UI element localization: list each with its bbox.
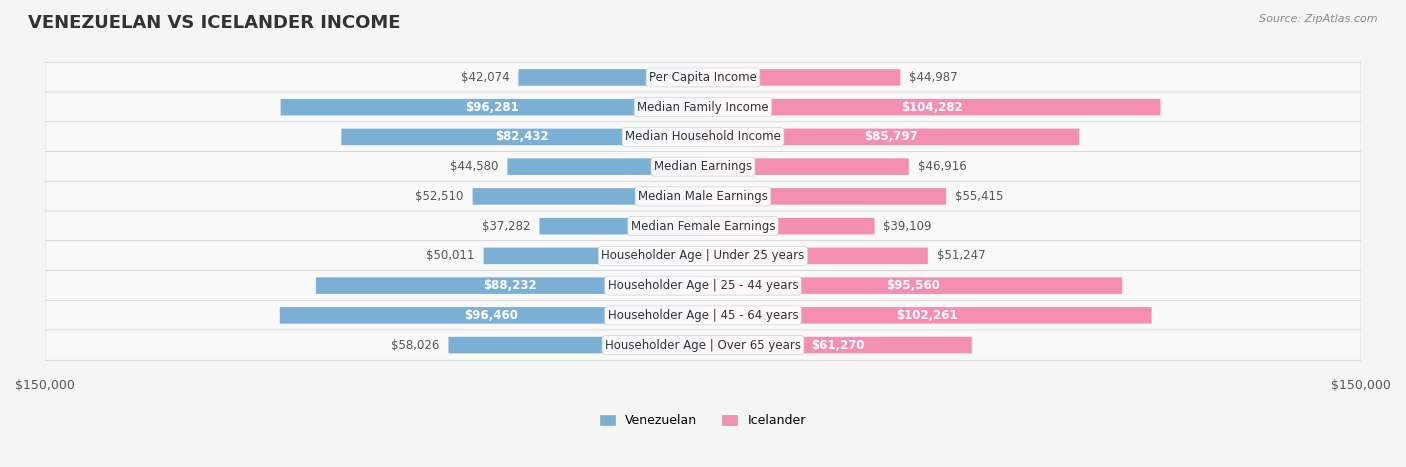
Text: $88,232: $88,232 [482,279,536,292]
FancyBboxPatch shape [703,128,1080,145]
FancyBboxPatch shape [45,211,1361,241]
Text: Householder Age | 45 - 64 years: Householder Age | 45 - 64 years [607,309,799,322]
Text: Median Female Earnings: Median Female Earnings [631,219,775,233]
Text: $42,074: $42,074 [461,71,509,84]
FancyBboxPatch shape [519,69,703,86]
FancyBboxPatch shape [703,188,946,205]
FancyBboxPatch shape [342,128,703,145]
FancyBboxPatch shape [703,99,1160,115]
Text: $95,560: $95,560 [886,279,939,292]
FancyBboxPatch shape [281,99,703,115]
Text: $44,580: $44,580 [450,160,499,173]
FancyBboxPatch shape [45,241,1361,271]
FancyBboxPatch shape [45,300,1361,331]
FancyBboxPatch shape [45,122,1361,152]
Text: $55,415: $55,415 [955,190,1004,203]
FancyBboxPatch shape [484,248,703,264]
Text: Householder Age | 25 - 44 years: Householder Age | 25 - 44 years [607,279,799,292]
Text: Median Family Income: Median Family Income [637,101,769,113]
Text: $52,510: $52,510 [416,190,464,203]
Text: Median Household Income: Median Household Income [626,130,780,143]
FancyBboxPatch shape [508,158,703,175]
Text: $104,282: $104,282 [901,101,963,113]
FancyBboxPatch shape [703,248,928,264]
FancyBboxPatch shape [703,307,1152,324]
Text: $96,460: $96,460 [464,309,519,322]
FancyBboxPatch shape [45,151,1361,182]
Text: Median Male Earnings: Median Male Earnings [638,190,768,203]
FancyBboxPatch shape [45,270,1361,301]
Text: Householder Age | Under 25 years: Householder Age | Under 25 years [602,249,804,262]
FancyBboxPatch shape [540,218,703,234]
FancyBboxPatch shape [703,69,900,86]
Text: $102,261: $102,261 [897,309,957,322]
Text: $37,282: $37,282 [482,219,530,233]
FancyBboxPatch shape [45,62,1361,92]
Legend: Venezuelan, Icelander: Venezuelan, Icelander [600,415,806,427]
Text: $50,011: $50,011 [426,249,475,262]
Text: $58,026: $58,026 [391,339,440,352]
Text: $61,270: $61,270 [811,339,865,352]
FancyBboxPatch shape [703,337,972,354]
Text: Per Capita Income: Per Capita Income [650,71,756,84]
FancyBboxPatch shape [472,188,703,205]
FancyBboxPatch shape [45,181,1361,212]
Text: $82,432: $82,432 [495,130,548,143]
FancyBboxPatch shape [45,330,1361,360]
FancyBboxPatch shape [280,307,703,324]
Text: $85,797: $85,797 [865,130,918,143]
Text: Source: ZipAtlas.com: Source: ZipAtlas.com [1260,14,1378,24]
FancyBboxPatch shape [449,337,703,354]
FancyBboxPatch shape [45,92,1361,122]
Text: $51,247: $51,247 [936,249,986,262]
FancyBboxPatch shape [703,218,875,234]
FancyBboxPatch shape [316,277,703,294]
Text: Median Earnings: Median Earnings [654,160,752,173]
Text: $46,916: $46,916 [918,160,966,173]
Text: Householder Age | Over 65 years: Householder Age | Over 65 years [605,339,801,352]
FancyBboxPatch shape [703,277,1122,294]
Text: $96,281: $96,281 [465,101,519,113]
FancyBboxPatch shape [703,158,908,175]
Text: $39,109: $39,109 [883,219,932,233]
Text: VENEZUELAN VS ICELANDER INCOME: VENEZUELAN VS ICELANDER INCOME [28,14,401,32]
Text: $44,987: $44,987 [910,71,957,84]
